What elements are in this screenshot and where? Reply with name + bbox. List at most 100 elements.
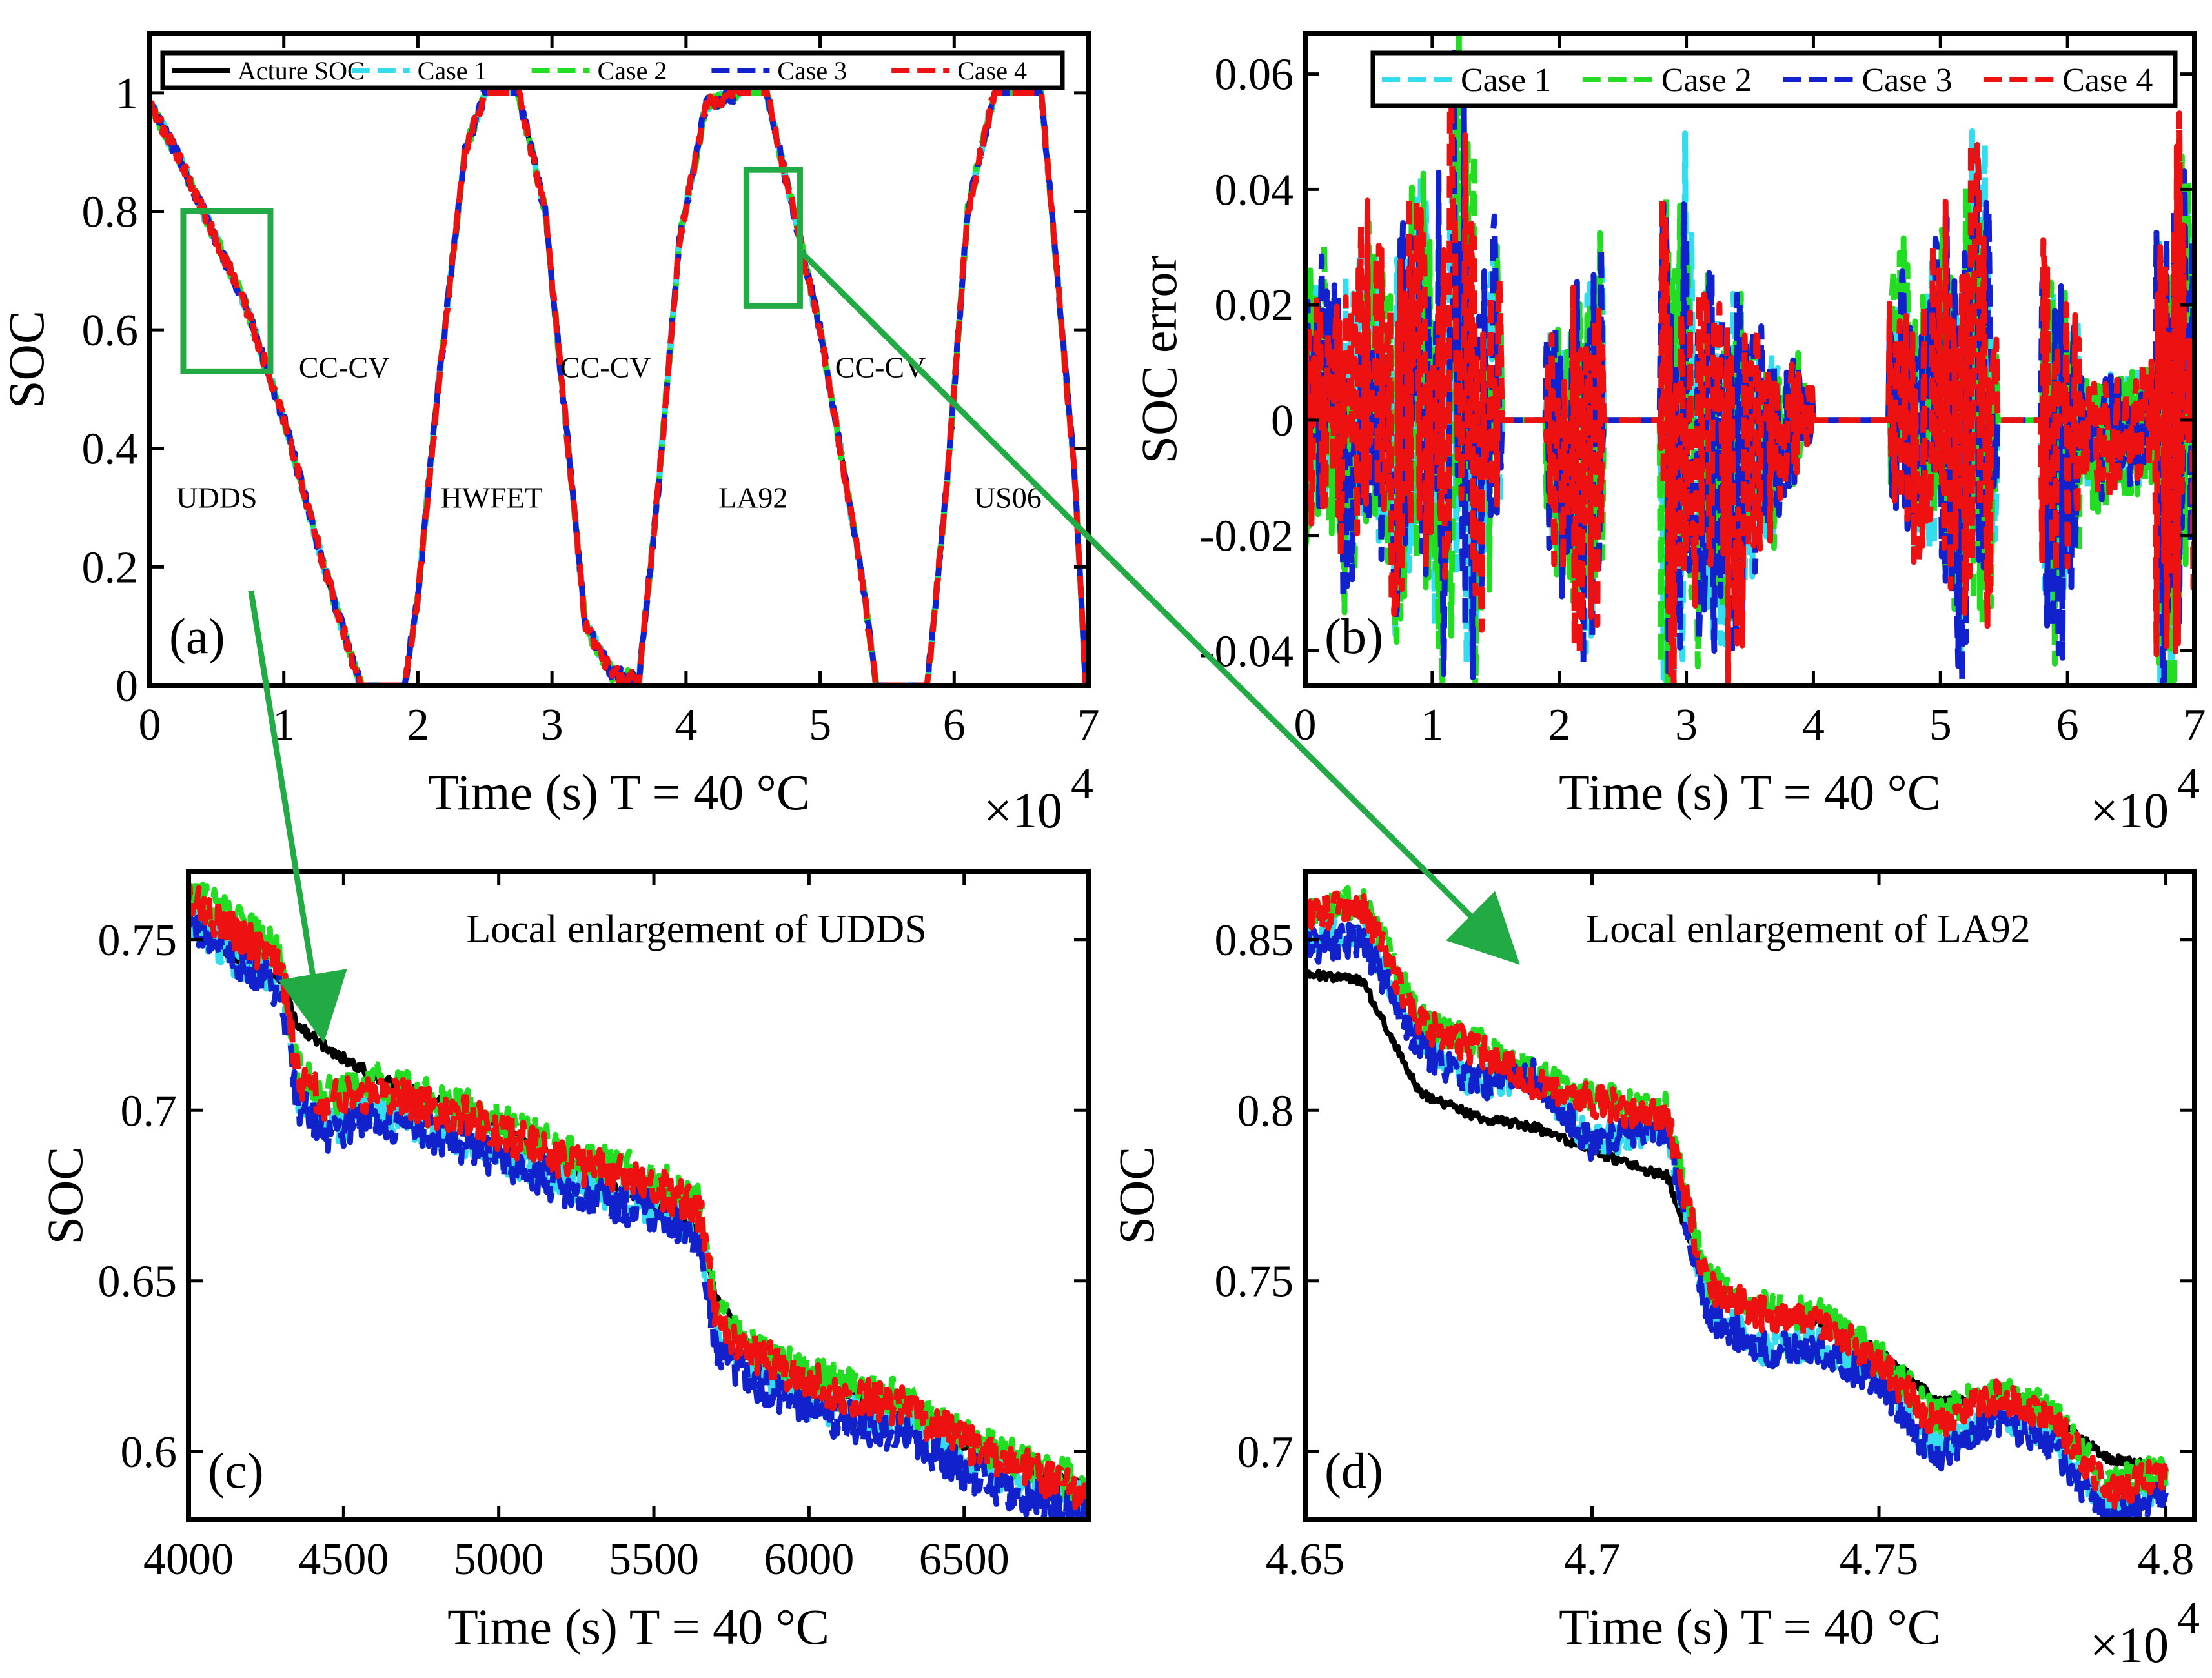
plot-area-b (1305, 34, 2195, 685)
y-axis-label: SOC (37, 1147, 93, 1245)
axes-frame-c (186, 869, 1091, 1522)
x-multiplier: ×10 4 (2090, 759, 2200, 838)
panel-c: 4000 4500 5000 5500 6000 6500 0.6 0.65 0.7 0.75 Ti… (37, 869, 1091, 1655)
panel-label-b: (b) (1324, 608, 1383, 664)
x-multiplier: ×10 4 (984, 759, 1093, 838)
legend-box (160, 50, 1065, 90)
x-tick-label: 1 (1421, 700, 1443, 750)
x-tick-label: 4.75 (1840, 1535, 1919, 1584)
x-tick-label: 4.65 (1266, 1535, 1345, 1584)
axes-frame-b (1303, 31, 2197, 688)
y-tick-label: 0.8 (82, 187, 139, 237)
zoom-arrow-udds (248, 590, 347, 1044)
series-case-4-line (1305, 890, 2169, 1510)
y-tick-label: -0.04 (1199, 627, 1294, 676)
axes-frame-a (147, 31, 1091, 688)
x-multiplier-base: ×10 (984, 782, 1062, 838)
x-tick-label: 7 (1077, 700, 1100, 750)
x-tick-label: 5 (809, 700, 831, 750)
y-axis-label: SOC (1108, 1147, 1164, 1245)
plot-layer: 0 1 2 3 4 5 6 7 0 0.2 0.4 0.6 0.8 1 Time (s) T = 40 °C… (0, 31, 2206, 1673)
y-tick-label: 0.8 (1237, 1086, 1294, 1136)
y-tick-label: 0.6 (121, 1428, 178, 1477)
zoom-box-1 (180, 208, 274, 374)
y-tick-label: 1 (116, 69, 138, 119)
legend-label: Case 2 (1661, 62, 1752, 99)
cycle-annotation: CC-CV (560, 351, 651, 384)
cycle-annotation: UDDS (176, 481, 257, 514)
panel-d: 4.65 4.7 4.75 4.8 0.7 0.75 0.8 0.85 Time (s) T =… (1108, 869, 2200, 1673)
x-tick-label: 4.7 (1564, 1535, 1621, 1584)
x-axis-label: Time (s) T = 40 °C (447, 1599, 829, 1655)
series-case-2-line (150, 85, 1088, 685)
y-tick-label: 0.75 (1215, 1257, 1294, 1307)
legend-label: Acture SOC (238, 56, 365, 85)
y-axis-label: SOC error (1131, 256, 1187, 464)
x-tick-label: 5500 (609, 1535, 699, 1584)
series-case-1-line (150, 86, 1088, 685)
x-tick-label: 2 (407, 700, 429, 750)
cycle-annotation: LA92 (718, 481, 787, 514)
x-tick-label: 3 (1675, 700, 1698, 750)
series-case-4-line (1305, 82, 2195, 685)
x-tick-label: 6 (943, 700, 966, 750)
x-tick-label: 6500 (919, 1535, 1010, 1584)
x-tick-label: 3 (541, 700, 563, 750)
y-tick-label: -0.02 (1199, 512, 1294, 561)
legend-b: Case 1 Case 2 Case 3 Case 4 (1370, 50, 2178, 108)
x-axis-label: Time (s) T = 40 °C (1559, 764, 1941, 820)
legend-label: Case 1 (418, 56, 487, 85)
y-tick-label: 0 (116, 662, 138, 711)
series-acture-soc-line (150, 90, 1088, 685)
x-multiplier-base: ×10 (2090, 1617, 2169, 1673)
x-multiplier-exponent: 4 (1071, 759, 1093, 809)
y-tick-label: 0.6 (82, 306, 139, 356)
panel-label-a: (a) (169, 608, 225, 664)
y-tick-label: 0.02 (1215, 281, 1294, 330)
x-tick-label: 0 (139, 700, 161, 750)
y-tick-label: 0.65 (98, 1257, 178, 1307)
x-tick-label: 6 (2056, 700, 2079, 750)
legend-a: Acture SOC Case 1 Case 2 Case 3 Case 4 (160, 50, 1065, 90)
x-multiplier-base: ×10 (2090, 782, 2169, 838)
zoom-arrow-la92 (798, 248, 1520, 965)
y-tick-label: 0.85 (1215, 916, 1294, 965)
axes-frame-d (1303, 869, 2197, 1522)
cycle-annotation: HWFET (440, 481, 542, 514)
x-tick-label: 2 (1548, 700, 1570, 750)
x-tick-label: 5 (1929, 700, 1952, 750)
y-tick-label: 0.7 (1237, 1428, 1294, 1477)
legend-label: Case 3 (777, 56, 847, 85)
y-tick-label: 0.7 (121, 1086, 178, 1136)
legend-label: Case 4 (2062, 62, 2153, 99)
zoom-box-2 (743, 167, 803, 309)
y-tick-label: 0.06 (1215, 50, 1294, 100)
panel-title-c: Local enlargement of UDDS (466, 907, 926, 951)
x-tick-label: 4500 (298, 1535, 389, 1584)
legend-label: Case 1 (1461, 62, 1551, 99)
x-axis-label: Time (s) T = 40 °C (1559, 1599, 1941, 1655)
y-tick-label: 0.2 (82, 543, 139, 592)
x-tick-label: 5000 (454, 1535, 544, 1584)
x-multiplier-exponent: 4 (2177, 1593, 2200, 1643)
cycle-annotation: CC-CV (299, 351, 390, 384)
legend-label: Case 4 (957, 56, 1027, 85)
zoom-connector-layer (248, 248, 1520, 1044)
panel-label-c: (c) (208, 1442, 264, 1499)
plot-area-d (1305, 884, 2169, 1520)
y-tick-label: 0 (1271, 396, 1294, 446)
legend-label: Case 3 (1862, 62, 1953, 99)
x-multiplier: ×10 4 (2090, 1593, 2200, 1673)
x-tick-label: 7 (2184, 700, 2206, 750)
legend-label: Case 2 (598, 56, 667, 85)
series-case-2-line (1305, 884, 2169, 1500)
series-case-4-line (150, 83, 1088, 685)
plot-area-a (150, 83, 1088, 685)
y-tick-label: 0.4 (82, 425, 139, 474)
panel-label-d: (d) (1324, 1442, 1383, 1499)
x-tick-label: 6000 (764, 1535, 854, 1584)
series-case-3-line (150, 84, 1088, 685)
x-multiplier-exponent: 4 (2177, 759, 2200, 809)
